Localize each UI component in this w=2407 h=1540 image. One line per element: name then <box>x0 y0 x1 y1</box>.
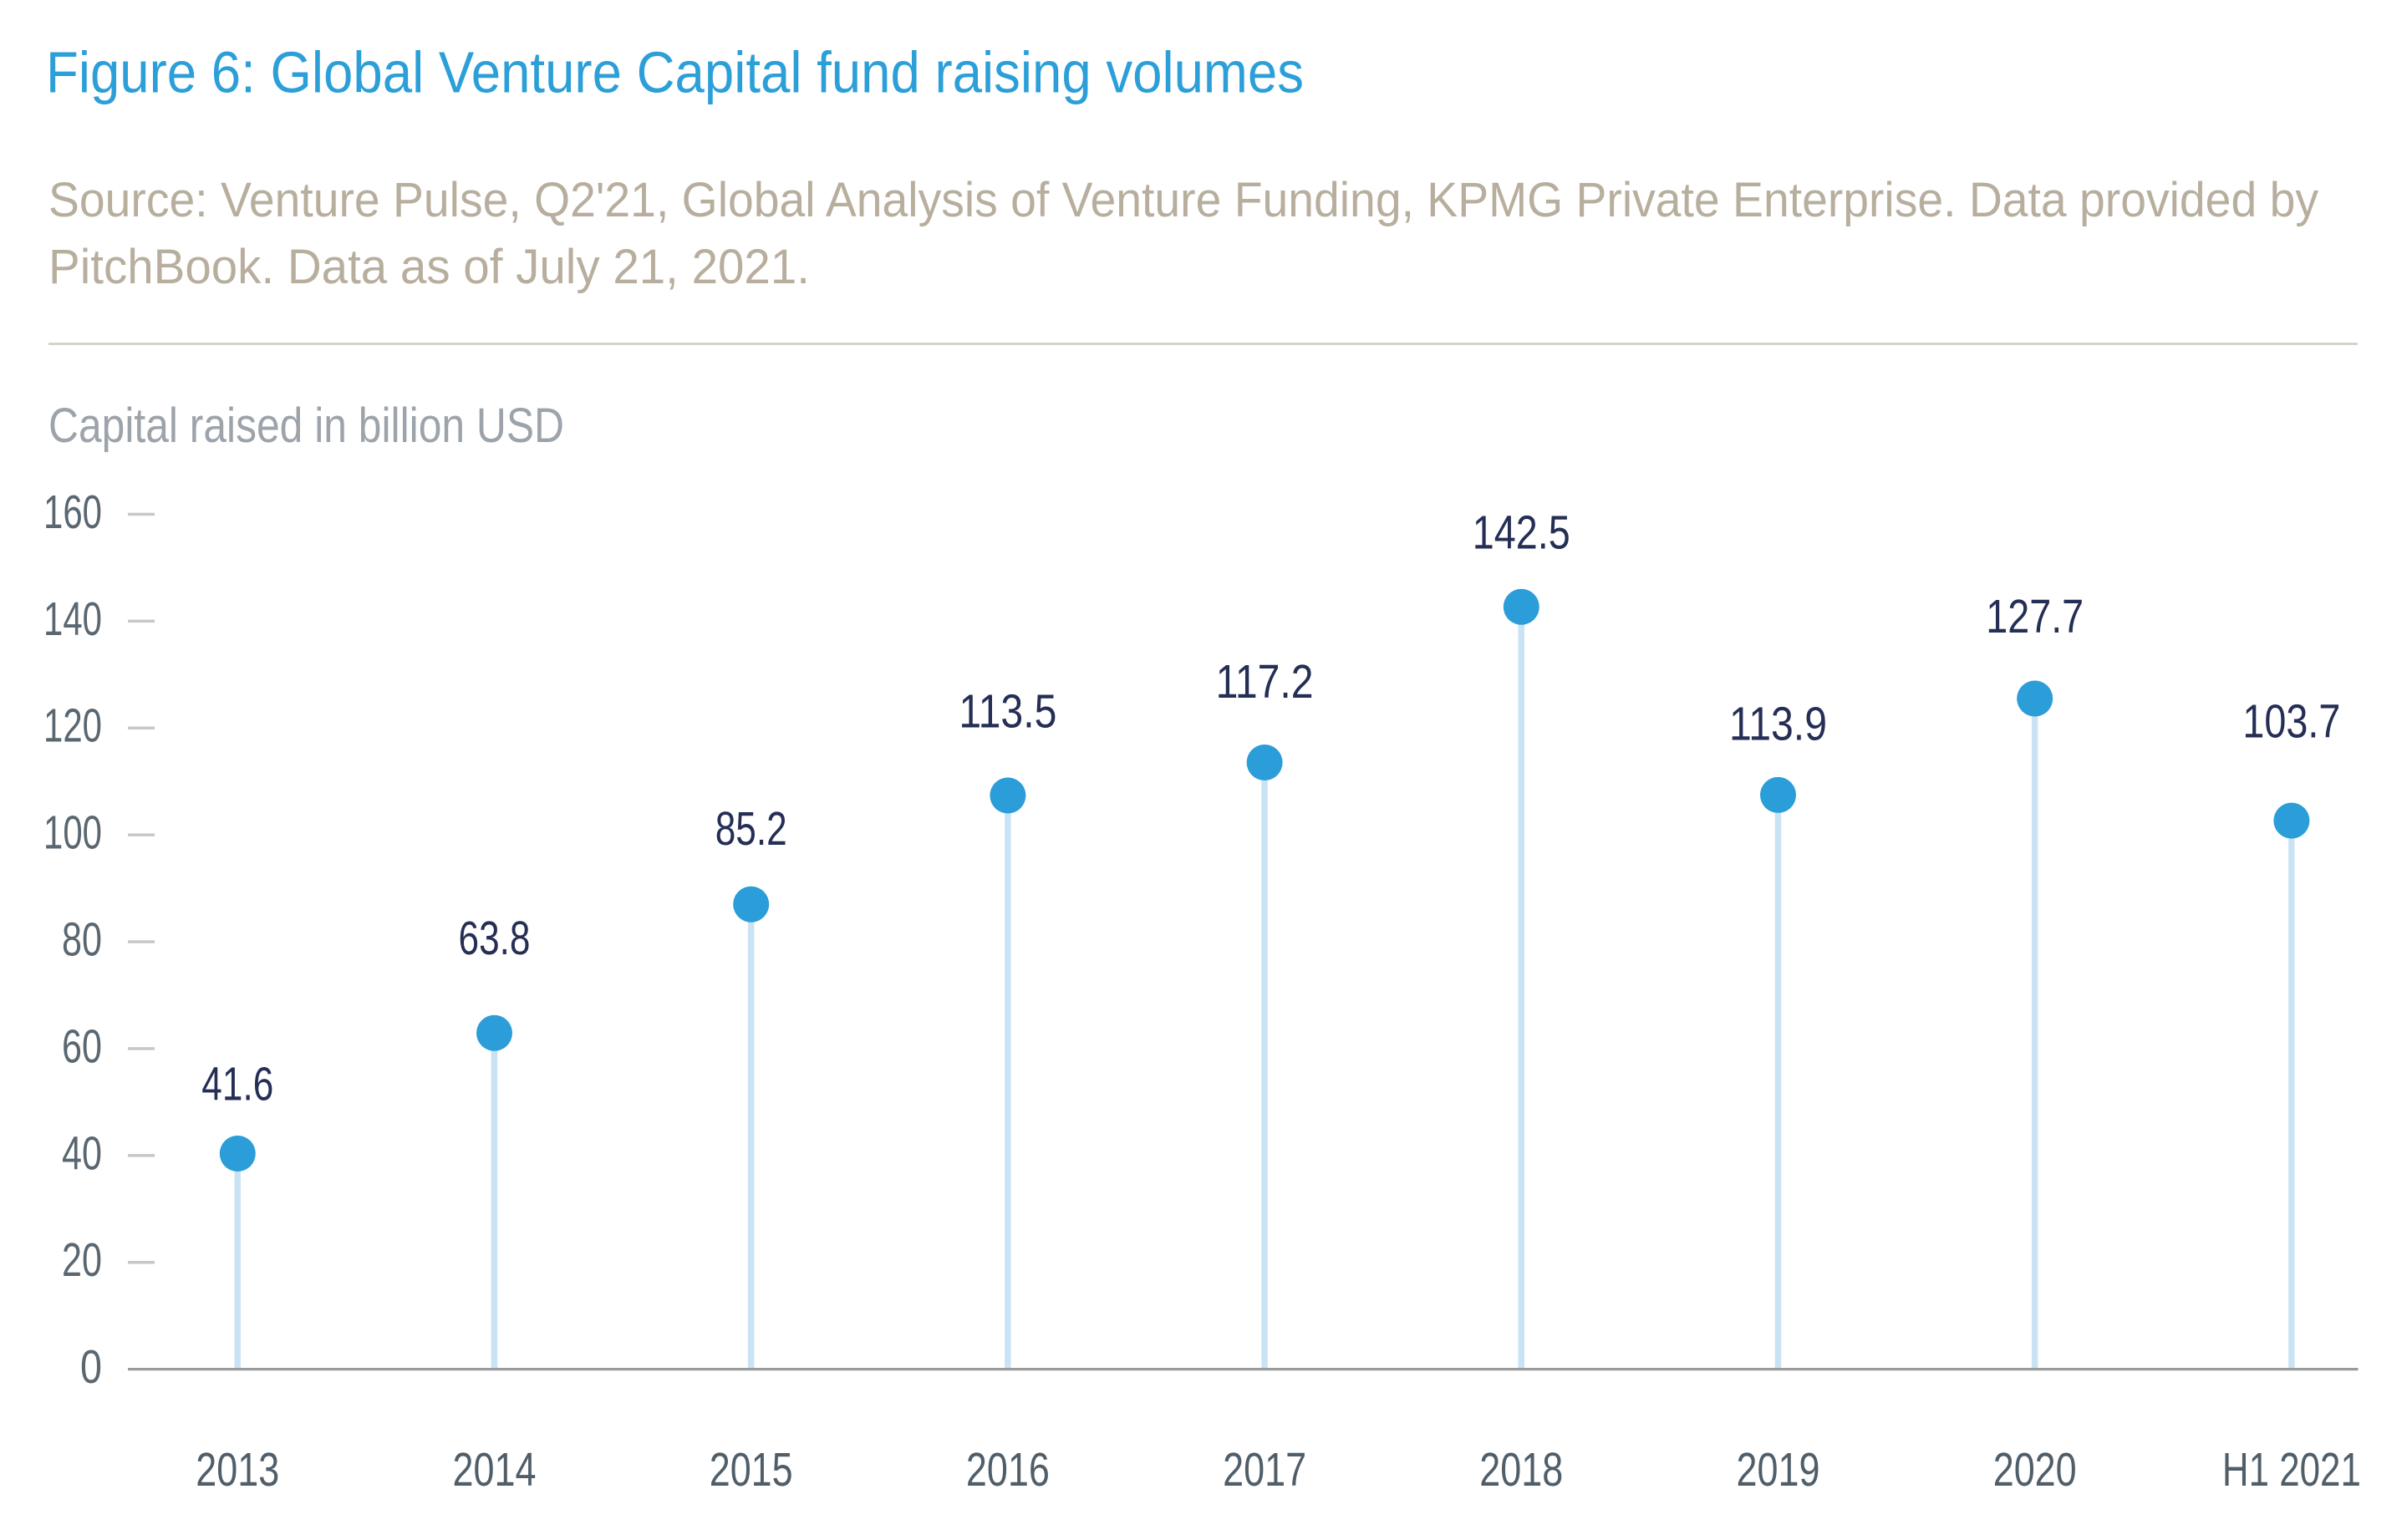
svg-text:2014: 2014 <box>453 1443 537 1497</box>
svg-text:85.2: 85.2 <box>715 802 787 856</box>
svg-text:PitchBook. Data as of July 21,: PitchBook. Data as of July 21, 2021. <box>48 240 810 294</box>
svg-text:113.9: 113.9 <box>1729 698 1827 751</box>
svg-text:113.5: 113.5 <box>959 685 1056 739</box>
svg-text:60: 60 <box>62 1019 102 1073</box>
svg-text:100: 100 <box>43 806 102 860</box>
svg-text:2015: 2015 <box>710 1443 793 1497</box>
svg-text:40: 40 <box>62 1126 102 1180</box>
svg-text:2017: 2017 <box>1223 1443 1306 1497</box>
svg-text:160: 160 <box>43 485 102 539</box>
svg-text:140: 140 <box>43 592 102 646</box>
svg-text:2019: 2019 <box>1737 1443 1820 1497</box>
svg-text:127.7: 127.7 <box>1986 590 2084 643</box>
svg-text:2018: 2018 <box>1479 1443 1563 1497</box>
svg-text:20: 20 <box>62 1233 102 1287</box>
svg-text:Figure 6: Global Venture Capit: Figure 6: Global Venture Capital fund ra… <box>46 40 1304 105</box>
svg-text:80: 80 <box>62 913 102 967</box>
svg-text:2020: 2020 <box>1993 1443 2077 1497</box>
svg-text:2016: 2016 <box>966 1443 1050 1497</box>
svg-text:142.5: 142.5 <box>1473 506 1570 560</box>
svg-text:2013: 2013 <box>196 1443 279 1497</box>
svg-text:0: 0 <box>80 1340 102 1394</box>
svg-text:120: 120 <box>43 699 102 753</box>
svg-text:Source: Venture Pulse, Q2'21,: Source: Venture Pulse, Q2'21, Global Ana… <box>48 173 2318 227</box>
svg-text:117.2: 117.2 <box>1216 655 1314 709</box>
svg-text:Capital raised in billion USD: Capital raised in billion USD <box>48 399 564 453</box>
svg-text:41.6: 41.6 <box>201 1058 273 1111</box>
svg-text:103.7: 103.7 <box>2242 694 2340 748</box>
svg-text:H1 2021: H1 2021 <box>2222 1443 2361 1497</box>
svg-text:63.8: 63.8 <box>459 912 531 965</box>
